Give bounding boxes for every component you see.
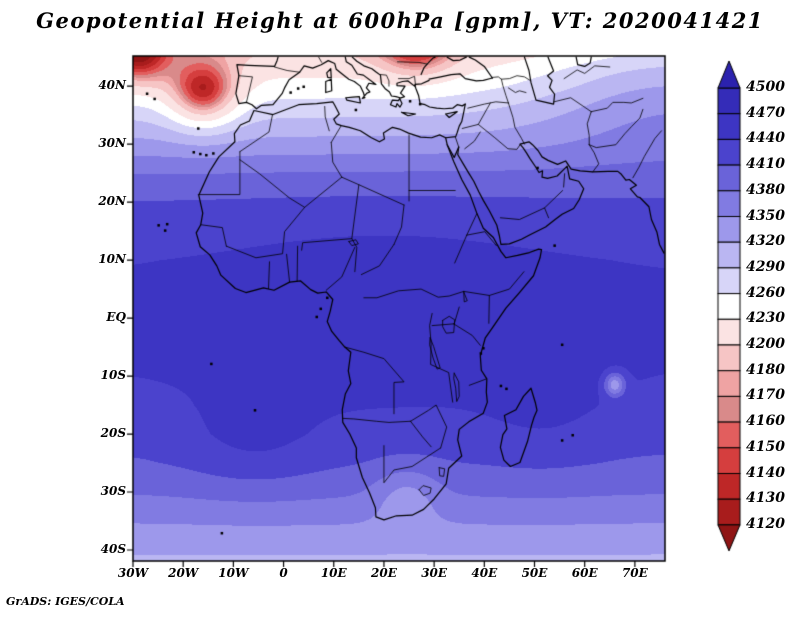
lon-tick-label: 10E bbox=[320, 566, 347, 580]
lon-tick-label: 70E bbox=[621, 566, 648, 580]
lat-tick-label: 20S bbox=[100, 426, 126, 441]
colorbar-tick-label: 4140 bbox=[746, 464, 785, 481]
lon-tick-label: 50E bbox=[521, 566, 548, 580]
colorbar-tick-label: 4180 bbox=[746, 361, 785, 378]
colorbar-tick-label: 4380 bbox=[746, 181, 785, 198]
colorbar-tick-label: 4320 bbox=[746, 233, 785, 250]
lon-tick-label: 10W bbox=[218, 566, 249, 580]
colorbar-tick-label: 4470 bbox=[746, 104, 785, 121]
lon-tick-label: 60E bbox=[571, 566, 598, 580]
lon-tick-label: 40E bbox=[471, 566, 498, 580]
lon-tick-label: 20E bbox=[371, 566, 397, 580]
plot-title: Geopotential Height at 600hPa [gpm], VT:… bbox=[36, 8, 764, 33]
lat-tick-label: 30S bbox=[100, 484, 126, 498]
colorbar-tick-label: 4120 bbox=[746, 515, 785, 532]
lat-tick-label: 30N bbox=[98, 136, 126, 151]
lat-tick-label: 10N bbox=[98, 252, 126, 267]
colorbar-tick-label: 4410 bbox=[746, 156, 785, 173]
colorbar-tick-label: 4200 bbox=[746, 336, 785, 352]
colorbar-tick-label: 4160 bbox=[746, 413, 785, 430]
grads-credit: GrADS: IGES/COLA bbox=[6, 595, 125, 608]
colorbar-tick-label: 4130 bbox=[746, 490, 785, 507]
colorbar-tick-label: 4500 bbox=[746, 79, 785, 95]
colorbar-tick-label: 4170 bbox=[746, 387, 785, 404]
lat-tick-label: 10S bbox=[100, 368, 126, 383]
colorbar-tick-label: 4260 bbox=[746, 284, 785, 301]
lat-tick-label: 20N bbox=[98, 194, 126, 209]
colorbar-tick-label: 4150 bbox=[746, 438, 785, 455]
lat-tick-label: 40S bbox=[100, 541, 126, 556]
colorbar-tick-label: 4230 bbox=[746, 310, 785, 327]
lon-tick-label: 30E bbox=[421, 566, 448, 580]
colorbar-tick-label: 4440 bbox=[746, 130, 785, 147]
lon-tick-label: 0 bbox=[279, 566, 288, 580]
lon-tick-label: 30W bbox=[117, 566, 149, 580]
colorbar-tick-label: 4350 bbox=[746, 207, 785, 224]
lon-tick-label: 20W bbox=[168, 566, 199, 580]
colorbar-tick-label: 4290 bbox=[746, 258, 785, 275]
lat-tick-label: EQ bbox=[106, 310, 126, 325]
lat-tick-label: 40N bbox=[98, 78, 126, 93]
